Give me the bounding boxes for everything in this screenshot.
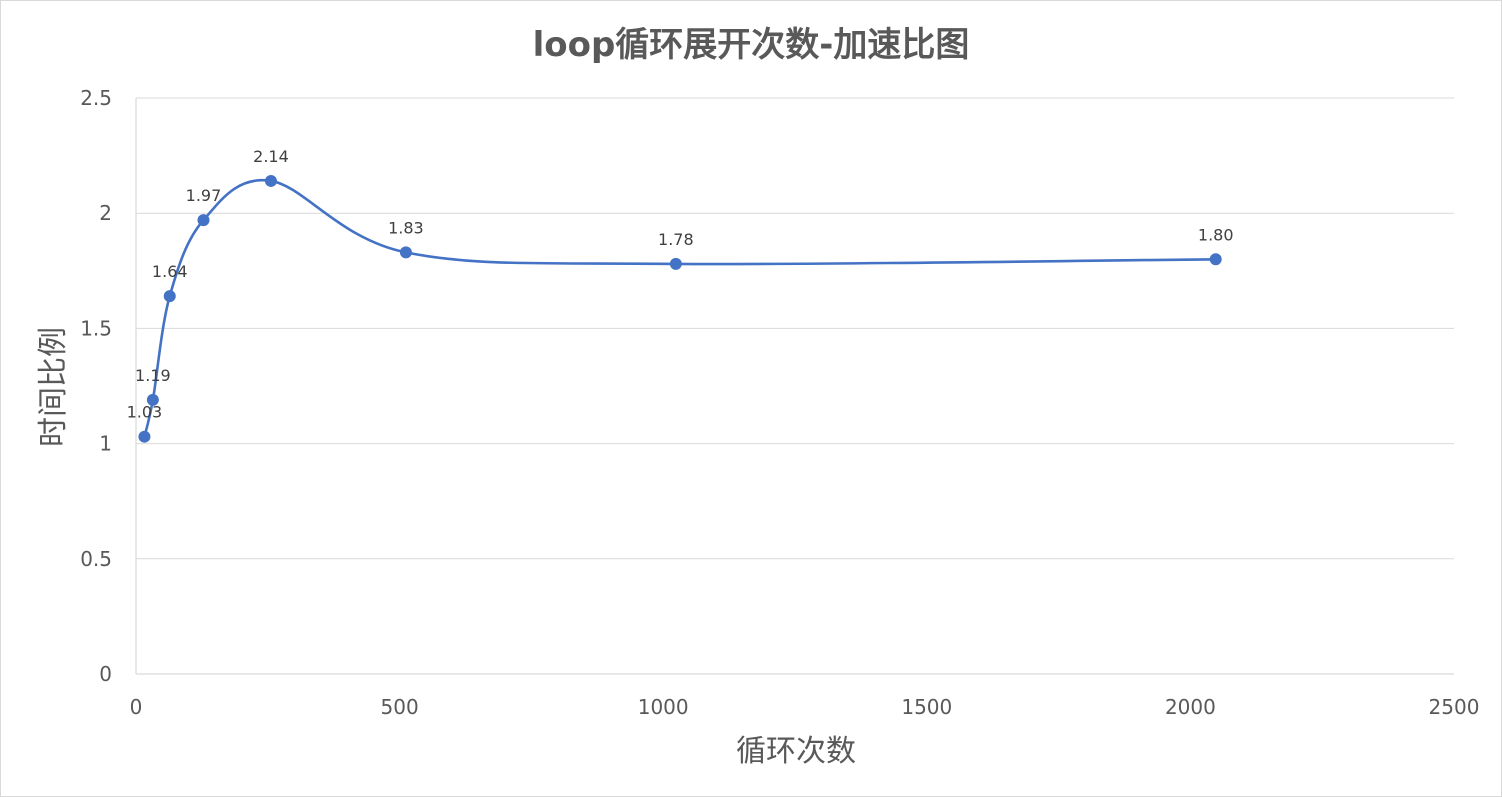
series-line bbox=[143, 178, 1216, 437]
data-label: 1.80 bbox=[1198, 225, 1234, 244]
data-point bbox=[138, 430, 151, 443]
x-tick-label: 1500 bbox=[901, 695, 952, 719]
data-point bbox=[399, 246, 412, 259]
x-tick-label: 1000 bbox=[638, 695, 689, 719]
y-tick-label: 0 bbox=[99, 662, 112, 686]
data-point bbox=[197, 214, 210, 227]
gridlines bbox=[136, 97, 1454, 560]
data-label: 1.97 bbox=[186, 186, 222, 205]
x-axis-title: 循环次数 bbox=[736, 734, 856, 769]
data-point bbox=[669, 257, 682, 270]
data-point bbox=[146, 393, 159, 406]
data-point bbox=[264, 174, 277, 187]
y-tick-label: 0.5 bbox=[80, 547, 112, 571]
data-label: 1.83 bbox=[388, 218, 424, 237]
series bbox=[138, 174, 1222, 443]
y-tick-label: 2 bbox=[99, 201, 112, 225]
data-label: 1.03 bbox=[127, 403, 163, 422]
y-tick-label: 2.5 bbox=[80, 86, 112, 110]
axes: 0 0.5 1 1.5 2 2.5 0 500 1000 1500 2000 2500 bbox=[80, 86, 1479, 719]
data-label: 2.14 bbox=[253, 147, 289, 166]
data-point bbox=[163, 290, 176, 303]
data-label: 1.78 bbox=[658, 230, 694, 249]
x-tick-label: 0 bbox=[130, 695, 143, 719]
data-label: 1.19 bbox=[135, 366, 171, 385]
x-tick-label: 2500 bbox=[1429, 695, 1480, 719]
data-point bbox=[1209, 253, 1222, 266]
data-label: 1.64 bbox=[152, 262, 188, 281]
y-axis-title: 时间比例 bbox=[36, 327, 71, 447]
x-tick-label: 2000 bbox=[1165, 695, 1216, 719]
data-labels: 1.03 1.19 1.64 1.97 2.14 1.83 1.78 1.80 bbox=[127, 147, 1234, 422]
x-tick-label: 500 bbox=[381, 695, 419, 719]
chart-title: loop循环展开次数-加速比图 bbox=[533, 25, 970, 65]
y-tick-label: 1 bbox=[99, 432, 112, 456]
y-tick-label: 1.5 bbox=[80, 316, 112, 340]
